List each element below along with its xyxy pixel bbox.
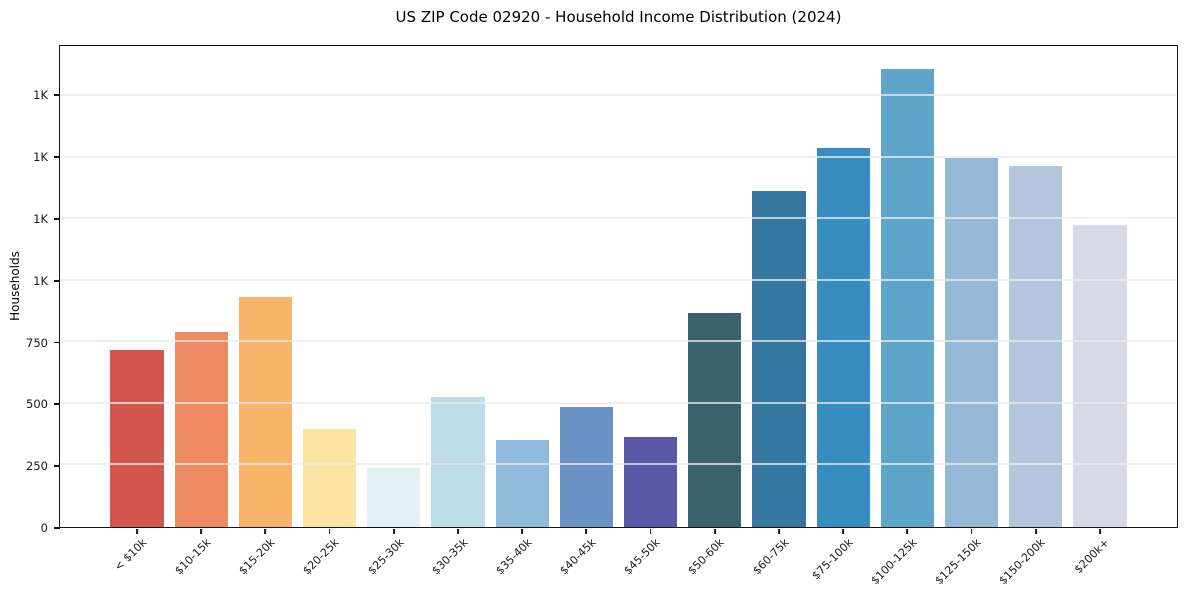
x-tick-label: $45-50k — [621, 536, 663, 578]
y-tick-mark — [54, 156, 60, 159]
x-tick-mark — [1034, 528, 1037, 534]
x-tick-label: $20-25k — [300, 536, 342, 578]
bar-14 — [944, 158, 999, 527]
x-tick-label: < $10k — [111, 536, 150, 574]
category-cell: $35-40k — [490, 46, 554, 577]
y-tick-mark — [54, 341, 60, 344]
y-tick-label: 500 — [26, 397, 48, 412]
x-tick-mark — [713, 528, 716, 534]
x-tick-label: $10-15k — [172, 536, 214, 578]
x-tick-label: $150-200k — [996, 536, 1048, 588]
category-cell: $150-200k — [997, 46, 1068, 587]
y-tick-mark — [54, 465, 60, 468]
x-tick-mark — [521, 528, 524, 534]
bar-6 — [431, 396, 485, 527]
x-tick-label: $125-150k — [932, 536, 984, 588]
category-cell: $60-75k — [747, 46, 811, 577]
category-cell: < $10k — [105, 46, 169, 574]
bar-8 — [559, 407, 614, 527]
y-tick-mark — [54, 94, 60, 97]
x-tick-mark — [970, 528, 973, 534]
x-tick-label: $75-100k — [809, 536, 856, 583]
bar-9 — [623, 437, 678, 527]
y-tick-label: 0 — [40, 521, 48, 535]
bar-7 — [495, 439, 549, 527]
bar-13 — [880, 68, 934, 527]
category-cell: $75-100k — [809, 46, 875, 582]
x-tick-mark — [778, 528, 780, 534]
category-cell: $10-15k — [169, 46, 233, 577]
category-cell: $125-150k — [933, 46, 1003, 587]
bar-10 — [688, 312, 742, 527]
bar-5 — [367, 467, 421, 527]
y-tick-label: 1K — [33, 273, 48, 288]
category-cell: $50-60k — [683, 46, 747, 577]
y-tick-label: 750 — [26, 335, 48, 350]
y-axis: 0 250 500 750 1K 1K 1K 1K — [0, 45, 60, 535]
y-tick-label: 250 — [26, 459, 48, 474]
x-tick-mark — [392, 528, 395, 534]
category-cell: $40-45k — [554, 46, 618, 577]
bar-1 — [110, 349, 164, 527]
chart-title: US ZIP Code 02920 - Household Income Dis… — [395, 8, 842, 26]
bar-11 — [752, 190, 806, 527]
x-tick-label: $25-30k — [364, 536, 407, 578]
category-cell: $20-25k — [298, 46, 362, 577]
y-tick-mark — [54, 279, 60, 282]
y-tick-label: 1K — [33, 88, 48, 103]
x-tick-label: $30-35k — [428, 536, 471, 578]
bars-container: < $10k $10-15k $15-20k $20-25k $25-30k $30-35… — [60, 46, 1177, 587]
category-cell: $200k+ — [1068, 46, 1132, 576]
x-tick-mark — [1099, 528, 1101, 534]
y-tick-mark — [54, 218, 60, 220]
x-tick-mark — [842, 528, 845, 534]
x-tick-label: $60-75k — [749, 536, 792, 578]
y-tick-label: 1K — [33, 212, 48, 227]
x-tick-label: $200k+ — [1072, 536, 1113, 577]
bar-16 — [1073, 225, 1127, 527]
category-cell: $30-35k — [426, 46, 490, 577]
x-tick-label: $100-125k — [868, 536, 920, 588]
category-cell: $100-125k — [868, 46, 939, 587]
bar-3 — [238, 297, 293, 527]
x-tick-mark — [906, 528, 909, 534]
x-tick-mark — [649, 528, 652, 534]
category-cell: $25-30k — [362, 46, 426, 577]
bar-12 — [816, 147, 870, 527]
x-tick-label: $35-40k — [493, 536, 535, 578]
category-cell: $15-20k — [233, 46, 297, 577]
bar-2 — [174, 331, 228, 527]
x-tick-label: $15-20k — [236, 536, 278, 578]
y-tick-label: 1K — [33, 150, 48, 165]
x-tick-mark — [136, 528, 138, 534]
category-cell: $45-50k — [619, 46, 683, 577]
bar-15 — [1009, 165, 1063, 527]
x-tick-mark — [200, 528, 203, 534]
x-tick-mark — [328, 528, 331, 534]
x-tick-mark — [457, 528, 459, 534]
bar-4 — [303, 429, 357, 527]
y-tick-mark — [54, 403, 60, 406]
y-tick-mark — [54, 527, 60, 529]
x-tick-label: $40-45k — [557, 536, 599, 578]
plot-area: < $10k $10-15k $15-20k $20-25k $25-30k $30-35… — [59, 45, 1178, 587]
x-tick-mark — [585, 528, 588, 534]
x-tick-mark — [264, 528, 267, 534]
x-tick-label: $50-60k — [685, 536, 727, 578]
